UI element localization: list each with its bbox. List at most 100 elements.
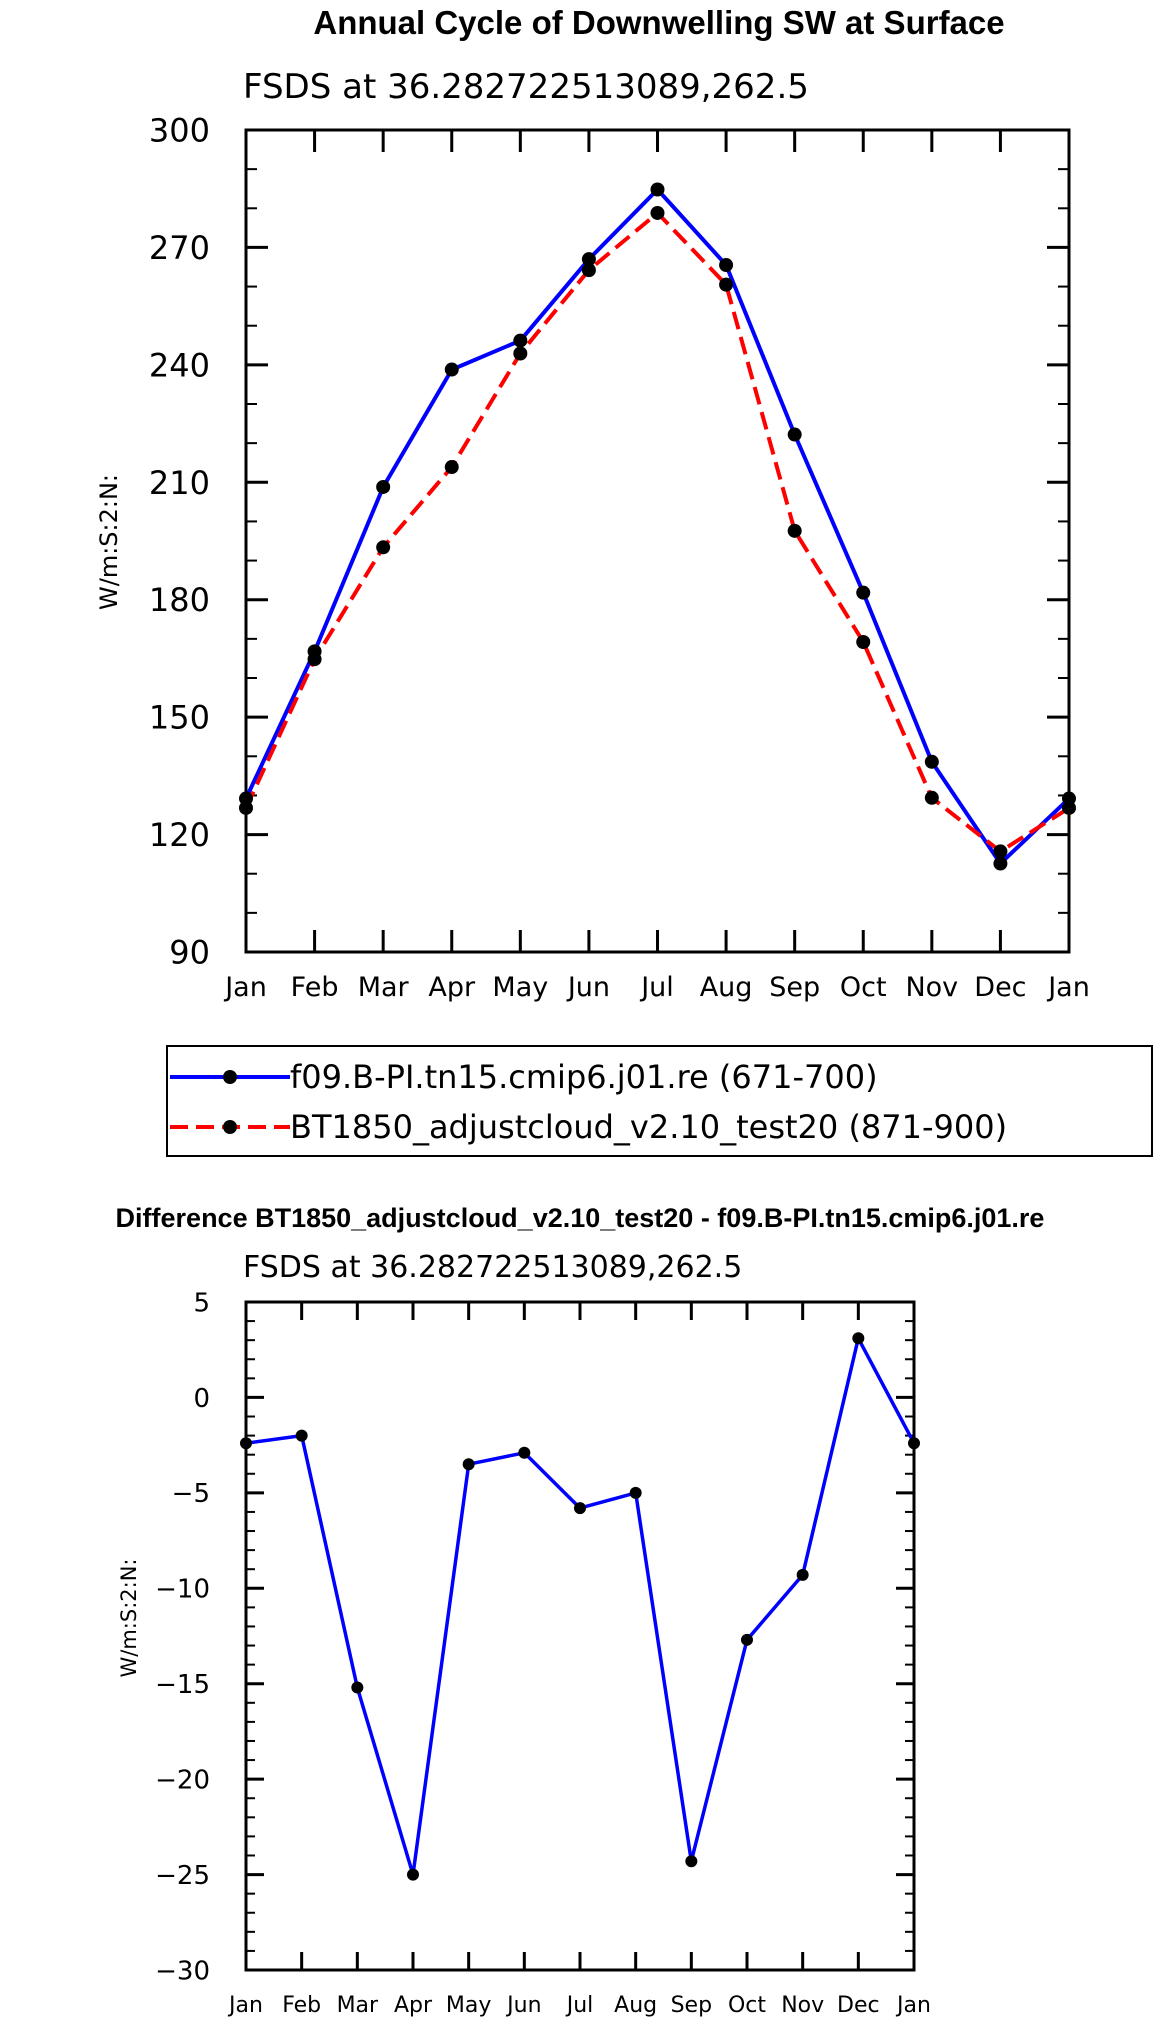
top-chart-x-tick-label: Jun xyxy=(566,972,610,1003)
top-chart-series-2-point xyxy=(650,205,665,220)
bottom-chart-x-tick-label: Nov xyxy=(781,1993,824,2018)
top-chart-x-tick-label: Apr xyxy=(428,972,476,1003)
bottom-chart-series-1-point xyxy=(351,1681,364,1694)
top-chart-y-tick-label: 150 xyxy=(149,699,210,737)
bottom-chart-series-1-point xyxy=(796,1568,809,1581)
bottom-chart-y-axis-label: W/m:S:2:N: xyxy=(117,1559,141,1678)
bottom-chart-series-line-1 xyxy=(245,1336,916,1877)
bottom-chart-series-1-point xyxy=(685,1855,698,1868)
top-chart-series-1-point xyxy=(444,362,459,377)
top-chart-x-tick-label: Oct xyxy=(840,972,887,1003)
legend-box xyxy=(166,1045,1153,1157)
top-chart-series-line-2 xyxy=(244,211,1071,854)
bottom-chart-y-tick-label: −25 xyxy=(155,1861,210,1891)
legend-marker-series-2 xyxy=(223,1120,237,1134)
top-chart-series-2-point xyxy=(307,652,322,667)
top-chart-x-tick-label: Jul xyxy=(639,972,674,1003)
top-chart-series-2-point xyxy=(856,634,871,649)
bottom-chart-series-1-point xyxy=(518,1446,531,1459)
top-chart-x-tick-label: Nov xyxy=(905,972,958,1003)
bottom-chart-x-tick-label: Oct xyxy=(728,1993,766,2018)
top-chart-x-tick-label: Sep xyxy=(769,972,820,1003)
top-chart-series-2-point xyxy=(1062,800,1076,815)
top-chart-series-1-point xyxy=(513,333,528,348)
top-chart-series-1-point xyxy=(376,479,391,494)
bottom-chart-y-tick-label: −30 xyxy=(155,1956,210,1986)
bottom-chart-series-1-point xyxy=(295,1429,308,1442)
bottom-chart-series-1-point xyxy=(908,1437,920,1450)
top-chart-y-tick-label: 300 xyxy=(149,112,210,150)
bottom-chart-x-tick-label: Aug xyxy=(614,1993,657,2018)
bottom-chart-x-tick-label: Mar xyxy=(337,1993,379,2018)
top-chart-series-2-point xyxy=(787,523,802,538)
top-chart-series-1-point xyxy=(924,754,939,769)
top-chart-series-1-point xyxy=(581,252,596,267)
bottom-chart-series xyxy=(240,1332,920,1881)
bottom-chart-x-tick-label: Feb xyxy=(282,1993,321,2018)
bottom-chart-y-tick-label: 5 xyxy=(193,1288,210,1318)
top-chart-x-tick-label: Jan xyxy=(223,972,267,1003)
bottom-chart-series-1-point xyxy=(462,1458,475,1471)
bottom-chart-y-tick-label: −5 xyxy=(172,1479,210,1509)
top-chart-x-tick-label: Feb xyxy=(291,972,339,1003)
top-chart-ticks: 90 120 150 180 210 240 270 300 Jan Feb Mar Apr May Ju… xyxy=(149,112,1090,1003)
top-chart-x-tick-label: Mar xyxy=(358,972,410,1003)
bottom-chart-y-tick-label: −15 xyxy=(155,1670,210,1700)
bottom-chart: Difference BT1850_adjustcloud_v2.10_test… xyxy=(116,1203,1045,2018)
top-chart-x-tick-label: Dec xyxy=(974,972,1026,1003)
bottom-chart-ticks: −30 −25 −20 −15 −10 −5 0 5 Jan Feb Mar Apr May Jun Jul… xyxy=(155,1288,931,2018)
top-chart-series-2-point xyxy=(513,346,528,361)
top-chart-series-2-point xyxy=(376,540,391,555)
bottom-chart-series-1-point xyxy=(852,1332,865,1345)
bottom-chart-series-1-point xyxy=(741,1633,753,1646)
bottom-chart-series-1-point xyxy=(629,1486,642,1499)
bottom-chart-subtitle: FSDS at 36.282722513089,262.5 xyxy=(243,1250,742,1285)
bottom-chart-x-tick-label: Jan xyxy=(227,1993,263,2018)
legend-label-series-1: f09.B-PI.tn15.cmip6.j01.re (671-700) xyxy=(290,1058,878,1096)
top-chart-series-2-point xyxy=(444,460,459,475)
bottom-chart-y-tick-label: 0 xyxy=(193,1384,210,1414)
bottom-chart-y-tick-label: −20 xyxy=(155,1766,210,1796)
top-chart: Annual Cycle of Downwelling SW at Surfac… xyxy=(95,4,1090,1003)
top-chart-y-tick-label: 240 xyxy=(149,346,210,384)
top-chart-series-1-point xyxy=(856,585,871,600)
top-chart-series-1-point xyxy=(719,258,734,273)
bottom-chart-series-1-point xyxy=(574,1502,586,1515)
top-chart-subtitle: FSDS at 36.282722513089,262.5 xyxy=(243,67,809,107)
top-chart-series xyxy=(239,182,1076,871)
bottom-chart-series-1-point xyxy=(407,1868,419,1881)
bottom-chart-y-tick-label: −10 xyxy=(155,1575,210,1605)
bottom-chart-x-tick-label: Sep xyxy=(671,1993,712,2018)
top-chart-series-line-1 xyxy=(244,187,1071,866)
top-chart-x-tick-label: Jan xyxy=(1046,972,1090,1003)
top-chart-y-tick-label: 90 xyxy=(169,934,210,972)
bottom-chart-x-tick-label: Jul xyxy=(565,1993,594,2018)
top-chart-y-tick-label: 120 xyxy=(149,816,210,854)
bottom-chart-x-tick-label: Jan xyxy=(895,1993,931,2018)
top-chart-x-tick-label: May xyxy=(492,972,548,1003)
top-chart-x-tick-label: Aug xyxy=(700,972,753,1003)
top-chart-y-tick-label: 270 xyxy=(149,229,210,267)
top-chart-plot-frame xyxy=(244,128,1071,954)
top-chart-series-2-point xyxy=(993,844,1008,859)
bottom-chart-x-tick-label: Dec xyxy=(837,1993,880,2018)
legend-marker-series-1 xyxy=(223,1070,237,1084)
top-chart-title: Annual Cycle of Downwelling SW at Surfac… xyxy=(313,4,1004,41)
top-chart-series-2-point xyxy=(239,800,253,815)
bottom-chart-x-tick-label: Jun xyxy=(505,1993,541,2018)
top-chart-series-1-point xyxy=(650,182,665,197)
top-chart-y-tick-label: 180 xyxy=(149,581,210,619)
legend-label-series-2: BT1850_adjustcloud_v2.10_test20 (871-900… xyxy=(290,1108,1007,1146)
top-chart-series-2-point xyxy=(719,277,734,292)
top-chart-series-2-point xyxy=(581,263,596,278)
bottom-chart-title: Difference BT1850_adjustcloud_v2.10_test… xyxy=(116,1203,1045,1233)
top-chart-series-1-point xyxy=(993,856,1008,871)
bottom-chart-series-1-point xyxy=(240,1437,252,1450)
top-chart-y-axis-label: W/m:S:2:N: xyxy=(95,474,123,610)
top-chart-series-2-point xyxy=(924,790,939,805)
top-chart-y-tick-label: 210 xyxy=(149,464,210,502)
bottom-chart-x-tick-label: Apr xyxy=(394,1993,433,2018)
top-chart-series-1-point xyxy=(787,427,802,442)
bottom-chart-x-tick-label: May xyxy=(446,1993,491,2018)
